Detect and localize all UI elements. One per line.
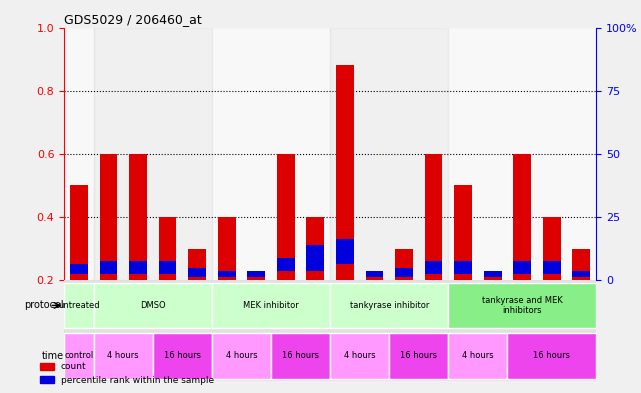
FancyBboxPatch shape — [508, 333, 596, 379]
Bar — [484, 274, 501, 280]
Text: GDS5029 / 206460_at: GDS5029 / 206460_at — [64, 13, 202, 26]
Text: untreated: untreated — [58, 301, 100, 310]
FancyBboxPatch shape — [330, 283, 448, 328]
FancyBboxPatch shape — [153, 333, 212, 379]
Text: control: control — [64, 351, 94, 360]
Bar — [543, 217, 561, 280]
Bar — [188, 268, 206, 277]
Bar — [159, 261, 176, 274]
Bar — [129, 261, 147, 274]
Bar — [247, 271, 265, 277]
Bar — [99, 154, 117, 280]
Bar — [454, 185, 472, 280]
Text: 16 hours: 16 hours — [533, 351, 570, 360]
FancyBboxPatch shape — [94, 333, 153, 379]
Bar — [572, 248, 590, 280]
Bar — [330, 28, 448, 280]
Text: time: time — [42, 351, 64, 361]
Bar — [572, 271, 590, 277]
Bar — [188, 248, 206, 280]
Bar — [99, 261, 117, 274]
Bar — [277, 258, 295, 271]
Bar — [425, 154, 442, 280]
Bar — [395, 268, 413, 277]
Bar — [395, 248, 413, 280]
Bar — [513, 154, 531, 280]
Bar — [218, 217, 235, 280]
Bar — [543, 261, 561, 274]
Bar — [64, 28, 94, 280]
Text: 16 hours: 16 hours — [164, 351, 201, 360]
Bar — [129, 154, 147, 280]
Text: tankyrase and MEK
inhibitors: tankyrase and MEK inhibitors — [482, 296, 563, 315]
Bar — [365, 271, 383, 277]
Bar — [218, 271, 235, 277]
Bar — [336, 239, 354, 264]
Text: MEK inhibitor: MEK inhibitor — [243, 301, 299, 310]
FancyBboxPatch shape — [212, 333, 271, 379]
Bar — [425, 261, 442, 274]
Bar — [306, 217, 324, 280]
Bar — [454, 261, 472, 274]
FancyBboxPatch shape — [94, 283, 212, 328]
Text: 4 hours: 4 hours — [108, 351, 139, 360]
Bar — [70, 264, 88, 274]
Bar — [247, 274, 265, 280]
FancyBboxPatch shape — [448, 283, 596, 328]
Text: tankyrase inhibitor: tankyrase inhibitor — [349, 301, 429, 310]
Legend: count, percentile rank within the sample: count, percentile rank within the sample — [37, 359, 218, 389]
FancyBboxPatch shape — [389, 333, 448, 379]
Bar — [306, 245, 324, 271]
FancyBboxPatch shape — [64, 283, 94, 328]
FancyBboxPatch shape — [64, 333, 94, 379]
Text: 4 hours: 4 hours — [226, 351, 257, 360]
FancyBboxPatch shape — [212, 283, 330, 328]
Bar — [70, 185, 88, 280]
Bar — [336, 65, 354, 280]
Bar — [212, 28, 330, 280]
Bar — [484, 271, 501, 277]
FancyBboxPatch shape — [448, 333, 508, 379]
Bar — [365, 274, 383, 280]
FancyBboxPatch shape — [271, 333, 330, 379]
Text: 16 hours: 16 hours — [282, 351, 319, 360]
FancyBboxPatch shape — [330, 333, 389, 379]
Bar — [94, 28, 212, 280]
Text: 4 hours: 4 hours — [462, 351, 494, 360]
Bar — [277, 154, 295, 280]
Text: 16 hours: 16 hours — [400, 351, 437, 360]
Bar — [159, 217, 176, 280]
Bar — [513, 261, 531, 274]
Text: 4 hours: 4 hours — [344, 351, 376, 360]
Text: protocol: protocol — [24, 300, 64, 310]
Text: DMSO: DMSO — [140, 301, 165, 310]
Bar — [448, 28, 596, 280]
